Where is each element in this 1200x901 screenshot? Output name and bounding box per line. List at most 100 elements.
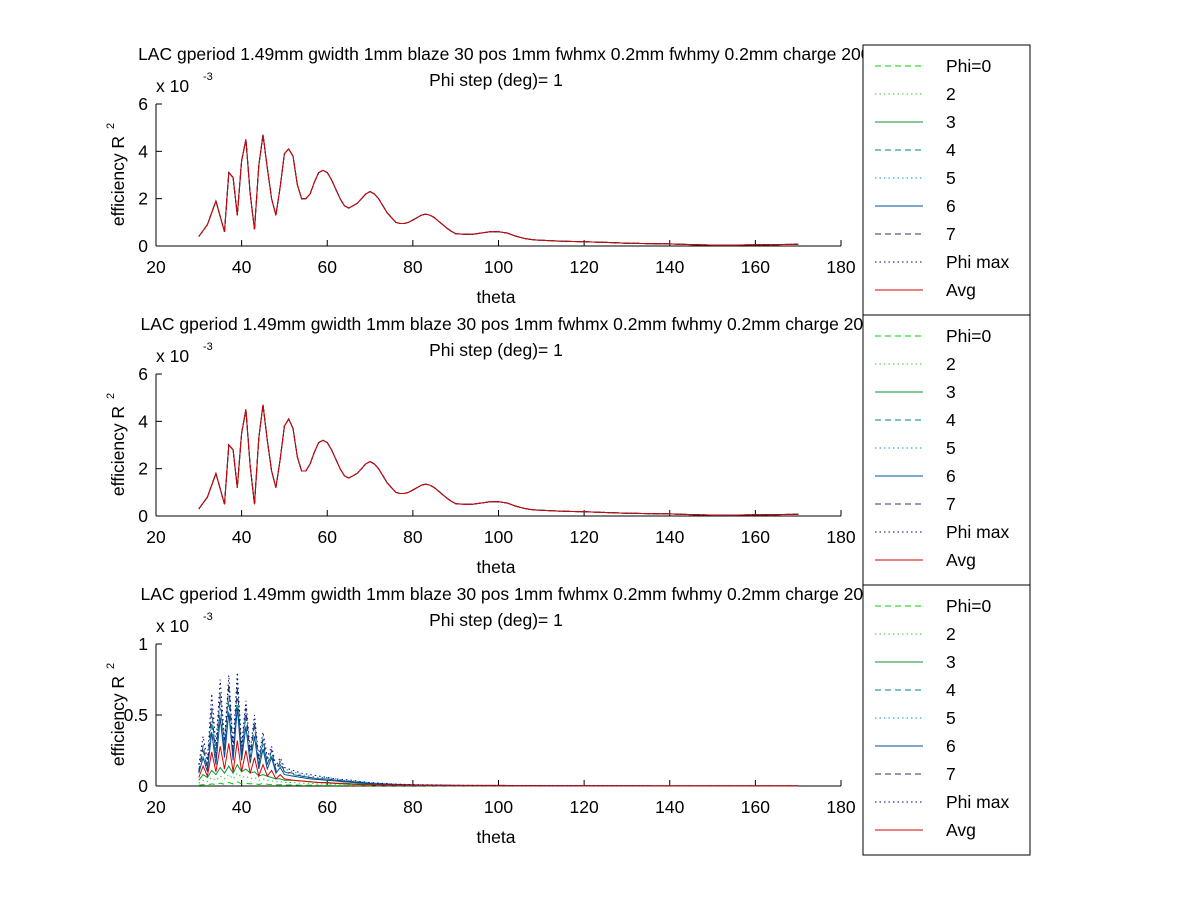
legend-entry: 5 — [946, 438, 956, 458]
x-tick-label: 160 — [741, 527, 770, 547]
x-tick-label: 100 — [484, 257, 513, 277]
legend-entry: Avg — [946, 280, 976, 300]
y-tick-label: 4 — [138, 411, 148, 431]
legend-entry: 7 — [946, 494, 956, 514]
legend-entry: 7 — [946, 764, 956, 784]
y-axis-label-superscript: 2 — [105, 393, 117, 399]
y-tick-label: 6 — [138, 94, 148, 114]
legend-entry: 2 — [946, 84, 956, 104]
x-tick-label: 180 — [826, 797, 855, 817]
legend-entry: Phi max — [946, 792, 1009, 812]
y-axis-label: efficiency R — [108, 406, 128, 496]
x-tick-label: 40 — [232, 527, 252, 547]
x-tick-label: 180 — [826, 527, 855, 547]
y-multiplier: x 10 — [156, 346, 189, 366]
chart-subtitle: Phi step (deg)= 1 — [429, 340, 563, 360]
chart-title: LAC gperiod 1.49mm gwidth 1mm blaze 30 p… — [140, 584, 957, 604]
y-tick-label: 0.5 — [124, 705, 148, 725]
legend-entry: 4 — [946, 140, 956, 160]
x-tick-label: 60 — [318, 257, 338, 277]
y-axis-label-superscript: 2 — [105, 663, 117, 669]
chart-panel-3: LAC gperiod 1.49mm gwidth 1mm blaze 30 p… — [105, 584, 1031, 856]
x-axis-label: theta — [477, 827, 516, 847]
x-tick-label: 140 — [655, 257, 684, 277]
y-axis-label-group: efficiency R 2 — [105, 123, 128, 226]
legend-entry: 4 — [946, 410, 956, 430]
x-tick-label: 120 — [570, 257, 599, 277]
legend-entry: 5 — [946, 708, 956, 728]
y-axis-label: efficiency R — [108, 676, 128, 766]
y-tick-label: 0 — [138, 236, 148, 256]
chart-title: LAC gperiod 1.49mm gwidth 1mm blaze 30 p… — [140, 314, 957, 334]
series-line-9 — [198, 740, 799, 787]
x-tick-label: 80 — [403, 257, 423, 277]
legend-entry: 7 — [946, 224, 956, 244]
y-tick-label: 1 — [138, 634, 148, 654]
y-axis-label: efficiency R — [108, 136, 128, 226]
legend: Phi=0 2 3 4 5 6 7 Phi max Avg — [862, 584, 1031, 856]
legend-entry: 5 — [946, 168, 956, 188]
legend-entry: Avg — [946, 550, 976, 570]
x-tick-label: 100 — [484, 797, 513, 817]
legend-entry: 6 — [946, 196, 956, 216]
x-tick-label: 100 — [484, 527, 513, 547]
y-axis-label-group: efficiency R 2 — [105, 663, 128, 766]
chart-panel-1: LAC gperiod 1.49mm gwidth 1mm blaze 30 p… — [105, 44, 1031, 316]
x-tick-label: 180 — [826, 257, 855, 277]
legend-entry: 3 — [946, 382, 956, 402]
legend: Phi=0 2 3 4 5 6 7 Phi max Avg — [862, 44, 1031, 316]
chart-subtitle: Phi step (deg)= 1 — [429, 70, 563, 90]
y-tick-label: 6 — [138, 364, 148, 384]
y-axis-label-superscript: 2 — [105, 123, 117, 129]
y-multiplier-exponent: -3 — [203, 341, 213, 353]
chart-title: LAC gperiod 1.49mm gwidth 1mm blaze 30 p… — [138, 44, 960, 64]
y-multiplier: x 10 — [156, 616, 189, 636]
legend-entry: Phi max — [946, 252, 1009, 272]
legend-entry: Phi=0 — [946, 56, 992, 76]
chart-subtitle: Phi step (deg)= 1 — [429, 610, 563, 630]
series-layer — [198, 672, 799, 787]
legend-entry: Phi=0 — [946, 326, 992, 346]
y-multiplier-exponent: -3 — [203, 71, 213, 83]
x-tick-label: 120 — [570, 527, 599, 547]
x-tick-label: 60 — [318, 527, 338, 547]
series-layer — [198, 134, 799, 246]
legend-entry: Avg — [946, 820, 976, 840]
legend-entry: Phi max — [946, 522, 1009, 542]
legend-entry: 2 — [946, 624, 956, 644]
series-line-4 — [198, 697, 799, 787]
x-tick-label: 20 — [146, 527, 166, 547]
legend-entry: 2 — [946, 354, 956, 374]
y-axis-label-group: efficiency R 2 — [105, 393, 128, 496]
series-line-9 — [198, 134, 799, 246]
y-tick-label: 2 — [138, 459, 148, 479]
x-tick-label: 40 — [232, 257, 252, 277]
x-tick-label: 80 — [403, 797, 423, 817]
legend: Phi=0 2 3 4 5 6 7 Phi max Avg — [862, 314, 1031, 586]
legend-box — [862, 44, 1031, 316]
x-axis-label: theta — [477, 287, 516, 307]
x-tick-label: 20 — [146, 797, 166, 817]
x-tick-label: 140 — [655, 797, 684, 817]
legend-box — [862, 584, 1031, 856]
y-multiplier: x 10 — [156, 76, 189, 96]
y-tick-label: 0 — [138, 776, 148, 796]
y-tick-label: 0 — [138, 506, 148, 526]
y-tick-label: 2 — [138, 189, 148, 209]
series-line-8 — [198, 672, 799, 787]
legend-entry: 6 — [946, 466, 956, 486]
legend-entry: 3 — [946, 112, 956, 132]
series-line-9 — [198, 404, 799, 516]
legend-entry: 3 — [946, 652, 956, 672]
legend-entry: 4 — [946, 680, 956, 700]
x-tick-label: 120 — [570, 797, 599, 817]
x-tick-label: 60 — [318, 797, 338, 817]
x-tick-label: 160 — [741, 257, 770, 277]
x-tick-label: 160 — [741, 797, 770, 817]
x-tick-label: 140 — [655, 527, 684, 547]
chart-panel-2: LAC gperiod 1.49mm gwidth 1mm blaze 30 p… — [105, 314, 1031, 586]
x-tick-label: 40 — [232, 797, 252, 817]
legend-entry: 6 — [946, 736, 956, 756]
y-multiplier-exponent: -3 — [203, 611, 213, 623]
